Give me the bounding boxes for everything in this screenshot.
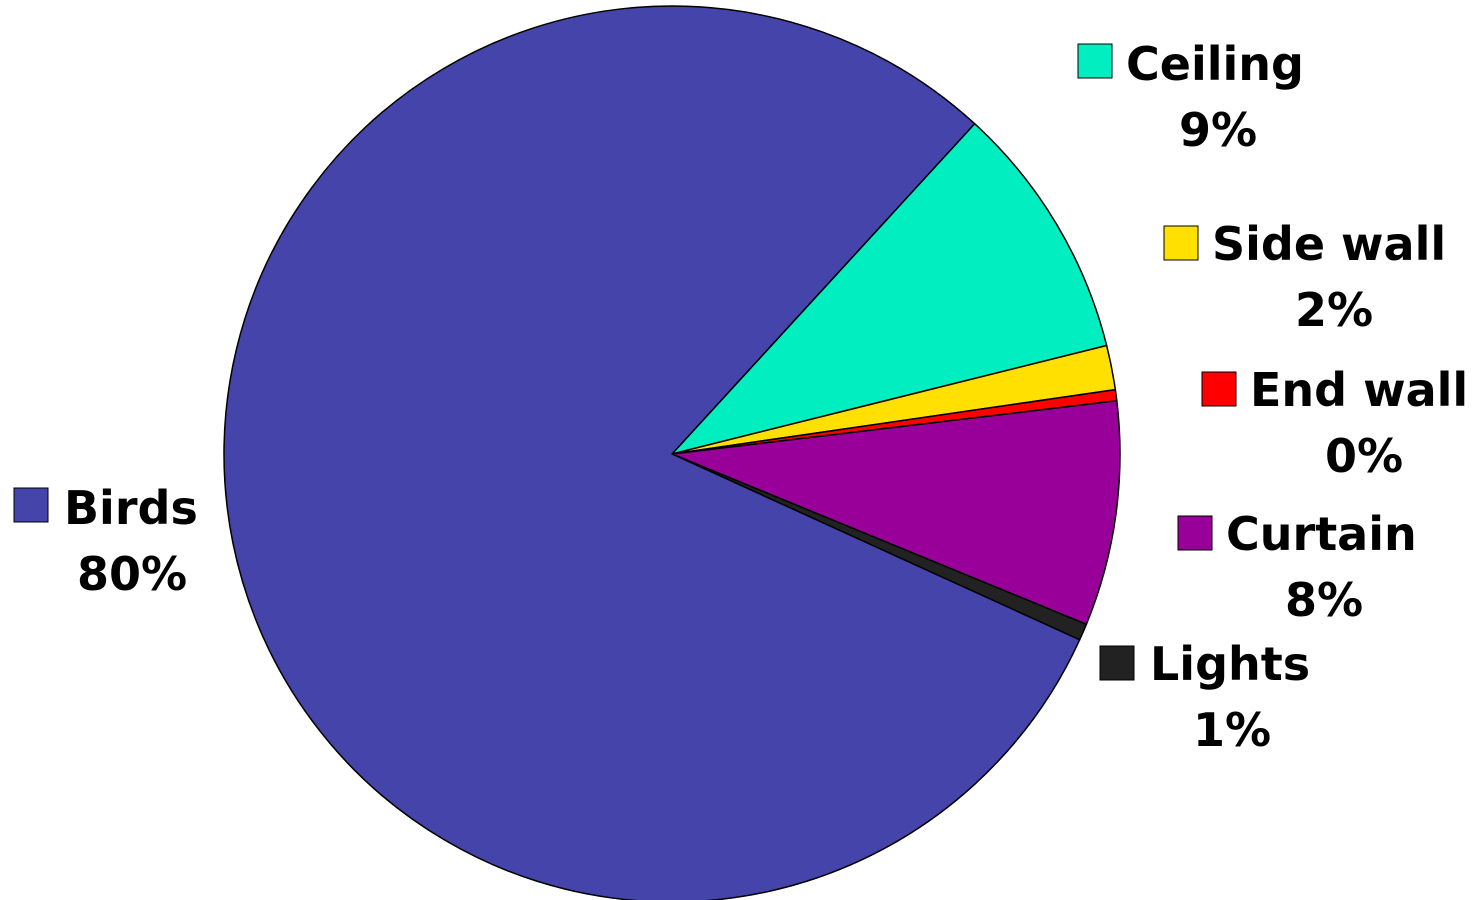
pie-slices bbox=[223, 5, 1121, 900]
pie-slice-curtain bbox=[671, 400, 1121, 626]
slice-label-curtain: Curtain bbox=[1226, 507, 1417, 561]
slice-percent-ceiling: 9% bbox=[1179, 103, 1257, 157]
pie-slice-ceiling bbox=[671, 122, 1108, 455]
pie-slice-birds bbox=[223, 5, 1081, 900]
slice-label-side-wall: Side wall bbox=[1212, 217, 1446, 271]
slice-label-ceiling: Ceiling bbox=[1126, 37, 1304, 91]
legend-swatch-lights bbox=[1099, 645, 1135, 681]
data-label-birds: Birds 80% bbox=[13, 481, 198, 601]
legend-swatch-curtain bbox=[1177, 515, 1213, 551]
legend-swatch-side-wall bbox=[1163, 225, 1199, 261]
slice-percent-lights: 1% bbox=[1193, 703, 1271, 757]
slice-percent-birds: 80% bbox=[77, 547, 187, 601]
data-label-lights: Lights 1% bbox=[1099, 637, 1310, 757]
data-label-end-wall: End wall 0% bbox=[1201, 363, 1468, 483]
data-label-ceiling: Ceiling 9% bbox=[1077, 37, 1304, 157]
legend-swatch-birds bbox=[13, 487, 49, 523]
slice-label-lights: Lights bbox=[1150, 637, 1310, 691]
legend-swatch-end-wall bbox=[1201, 371, 1237, 407]
data-label-side-wall: Side wall 2% bbox=[1163, 217, 1446, 337]
slice-label-end-wall: End wall bbox=[1250, 363, 1468, 417]
slice-percent-curtain: 8% bbox=[1285, 573, 1363, 627]
slice-percent-end-wall: 0% bbox=[1325, 429, 1403, 483]
pie-labels: Ceiling 9% Side wall 2% End wall 0% Curtain 8% L… bbox=[13, 37, 1468, 757]
slice-label-birds: Birds bbox=[64, 481, 198, 535]
legend-swatch-ceiling bbox=[1077, 43, 1113, 79]
slice-percent-side-wall: 2% bbox=[1295, 283, 1373, 337]
data-label-curtain: Curtain 8% bbox=[1177, 507, 1417, 627]
